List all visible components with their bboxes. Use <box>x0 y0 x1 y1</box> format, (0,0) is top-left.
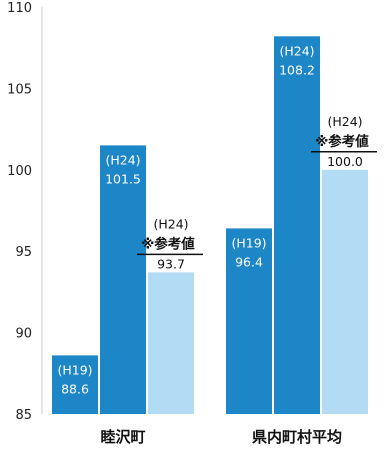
category-label: 県内町村平均 <box>252 428 342 446</box>
reference-value-note: ※参考値 <box>315 133 369 150</box>
category-labels: 睦沢町 県内町村平均 <box>100 428 342 446</box>
bar-value-label: 88.6 <box>61 381 89 396</box>
bar <box>322 169 368 414</box>
bar-period-label: (H24) <box>327 114 362 129</box>
y-axis: 85 90 95 100 105 110 <box>7 1 43 423</box>
bar-value-label: 108.2 <box>279 62 315 77</box>
bar-value-label: 100.0 <box>327 154 363 169</box>
bar-value-label: 101.5 <box>105 171 141 186</box>
bar-period-label: (H24) <box>153 216 188 231</box>
bar <box>52 355 98 414</box>
bar <box>100 145 146 414</box>
bar-period-label: (H19) <box>231 235 266 250</box>
y-tick-label: 95 <box>15 245 32 260</box>
reference-value-note: ※参考値 <box>141 235 195 252</box>
bar-period-label: (H24) <box>105 152 140 167</box>
y-tick-label: 110 <box>7 1 32 16</box>
bar-period-label: (H24) <box>279 43 314 58</box>
bar <box>148 272 194 414</box>
y-tick-label: 85 <box>15 408 32 423</box>
y-tick-label: 100 <box>7 164 32 179</box>
bar <box>226 228 272 414</box>
bar-value-label: 93.7 <box>157 256 185 271</box>
bar-labels: (H19) 88.6 (H24) 101.5 (H24) ※参考値 93.7 (H19) 96.… <box>57 43 377 396</box>
bar-period-label: (H19) <box>57 362 92 377</box>
bar-value-label: 96.4 <box>235 254 263 269</box>
bar <box>274 36 320 414</box>
y-tick-label: 90 <box>15 327 32 342</box>
category-label: 睦沢町 <box>100 428 145 446</box>
bars <box>52 36 368 414</box>
y-tick-label: 105 <box>7 82 32 97</box>
